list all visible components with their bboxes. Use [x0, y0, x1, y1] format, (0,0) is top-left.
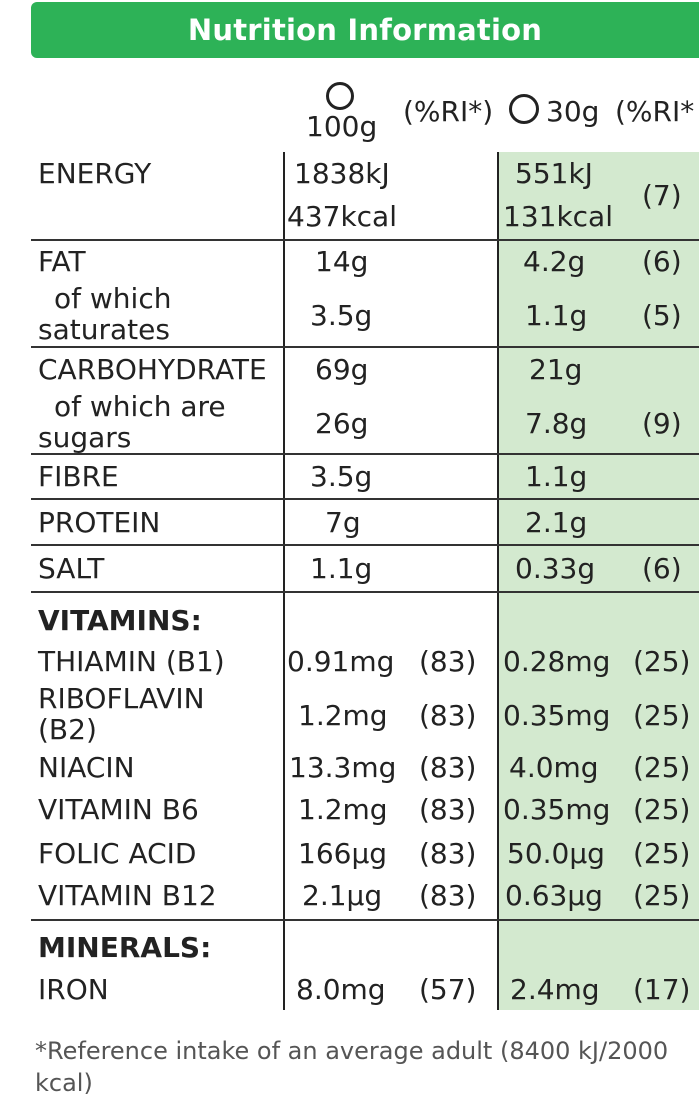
row-label-riboflavin-2: (B2) [38, 713, 97, 746]
col-30g-ri-header: (%RI* [615, 95, 695, 128]
row-label-saturates-1: of which [54, 282, 172, 315]
saturates-30g: 1.1g [525, 299, 588, 332]
row-label-sugars-2: sugars [38, 421, 132, 454]
fibre-30g: 1.1g [525, 460, 588, 493]
sugars-30g-ri: (9) [642, 407, 682, 440]
divider-label-col [283, 152, 285, 1010]
energy-100g-kcal: 437kcal [287, 200, 397, 233]
row-label-sugars-1: of which are [54, 390, 226, 423]
circle-100g-icon [326, 82, 354, 110]
folic-acid-100g: 166µg [298, 837, 388, 870]
fat-30g-ri: (6) [642, 245, 682, 278]
saturates-100g: 3.5g [310, 299, 373, 332]
protein-30g: 2.1g [525, 506, 588, 539]
salt-100g: 1.1g [310, 552, 373, 585]
vitamin-b12-30g: 0.63µg [505, 879, 603, 912]
vitamin-b12-100g: 2.1µg [302, 879, 383, 912]
riboflavin-100g: 1.2mg [298, 699, 388, 732]
energy-30g-kj: 551kJ [515, 157, 593, 190]
row-divider [31, 498, 699, 500]
thiamin-100g-ri: (83) [419, 645, 477, 678]
fibre-100g: 3.5g [310, 460, 373, 493]
nutrition-title-banner: Nutrition Information [31, 2, 699, 58]
niacin-30g: 4.0mg [509, 751, 599, 784]
vitamin-b6-100g-ri: (83) [419, 793, 477, 826]
sugars-100g: 26g [315, 407, 369, 440]
niacin-100g-ri: (83) [419, 751, 477, 784]
riboflavin-30g: 0.35mg [503, 699, 611, 732]
row-label-riboflavin-1: RIBOFLAVIN [38, 682, 205, 715]
folic-acid-100g-ri: (83) [419, 837, 477, 870]
iron-100g-ri: (57) [419, 973, 477, 1006]
page-title: Nutrition Information [187, 13, 543, 47]
col-100g-header: 100g [306, 110, 378, 143]
niacin-100g: 13.3mg [289, 751, 397, 784]
row-divider [31, 544, 699, 546]
sugars-30g: 7.8g [525, 407, 588, 440]
row-divider [31, 453, 699, 455]
row-label-vitamin-b6: VITAMIN B6 [38, 793, 199, 826]
row-divider [31, 591, 699, 593]
row-label-salt: SALT [38, 552, 105, 585]
row-label-fat: FAT [38, 245, 86, 278]
riboflavin-100g-ri: (83) [419, 699, 477, 732]
salt-30g-ri: (6) [642, 552, 682, 585]
energy-30g-kcal: 131kcal [503, 200, 613, 233]
row-label-carbohydrate: CARBOHYDRATE [38, 353, 267, 386]
iron-30g-ri: (17) [633, 973, 691, 1006]
fat-30g: 4.2g [523, 245, 586, 278]
fat-100g: 14g [315, 245, 369, 278]
protein-100g: 7g [325, 506, 361, 539]
thiamin-30g-ri: (25) [633, 645, 691, 678]
row-label-fibre: FIBRE [38, 460, 119, 493]
minerals-heading: MINERALS: [38, 931, 212, 964]
iron-100g: 8.0mg [296, 973, 386, 1006]
riboflavin-30g-ri: (25) [633, 699, 691, 732]
carbohydrate-100g: 69g [315, 353, 369, 386]
row-label-saturates-2: saturates [38, 313, 170, 346]
row-divider [31, 919, 699, 921]
circle-30g-icon [509, 94, 539, 124]
vitamin-b6-30g-ri: (25) [633, 793, 691, 826]
row-label-thiamin: THIAMIN (B1) [38, 645, 225, 678]
col-100g-ri-header: (%RI*) [403, 95, 494, 128]
reference-intake-footnote: *Reference intake of an average adult (8… [35, 1037, 669, 1097]
niacin-30g-ri: (25) [633, 751, 691, 784]
iron-30g: 2.4mg [510, 973, 600, 1006]
row-label-folic-acid: FOLIC ACID [38, 837, 197, 870]
vitamin-b12-30g-ri: (25) [633, 879, 691, 912]
carbohydrate-30g: 21g [529, 353, 583, 386]
salt-30g: 0.33g [515, 552, 596, 585]
energy-100g-kj: 1838kJ [294, 157, 390, 190]
vitamin-b12-100g-ri: (83) [419, 879, 477, 912]
row-label-niacin: NIACIN [38, 751, 135, 784]
row-label-vitamin-b12: VITAMIN B12 [38, 879, 217, 912]
row-divider [31, 346, 699, 348]
vitamins-heading: VITAMINS: [38, 604, 202, 637]
thiamin-100g: 0.91mg [287, 645, 395, 678]
serving-column-background [499, 152, 699, 1010]
saturates-30g-ri: (5) [642, 299, 682, 332]
row-divider [31, 239, 699, 241]
col-30g-header: 30g [546, 95, 600, 128]
row-label-energy: ENERGY [38, 157, 152, 190]
folic-acid-30g-ri: (25) [633, 837, 691, 870]
row-label-protein: PROTEIN [38, 506, 161, 539]
vitamin-b6-100g: 1.2mg [298, 793, 388, 826]
energy-30g-ri: (7) [642, 179, 682, 212]
thiamin-30g: 0.28mg [503, 645, 611, 678]
divider-serving-col [497, 152, 499, 1010]
folic-acid-30g: 50.0µg [507, 837, 605, 870]
vitamin-b6-30g: 0.35mg [503, 793, 611, 826]
row-label-iron: IRON [38, 973, 109, 1006]
